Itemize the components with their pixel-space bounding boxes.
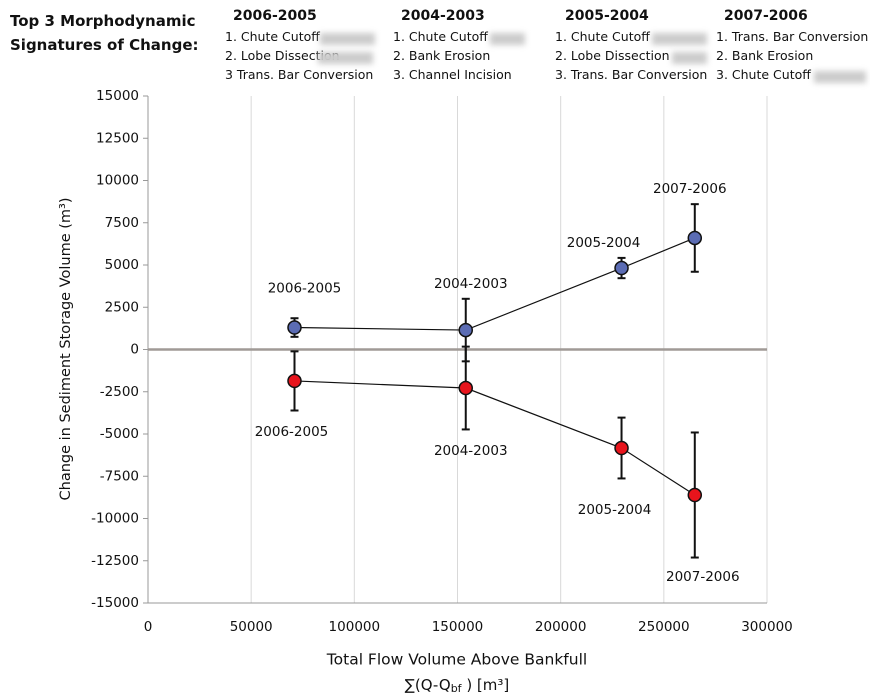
data-point — [287, 320, 302, 335]
x-tick-label: 50000 — [230, 619, 273, 635]
y-tick-label: -7500 — [100, 468, 139, 484]
y-tick-label: 0 — [130, 342, 139, 358]
header-column: 2007-2006 1. Trans. Bar Conversion 2. Ba… — [716, 7, 870, 84]
y-tick-label: -5000 — [100, 426, 139, 442]
x-tick-label: 150000 — [432, 619, 484, 635]
column-heading: 2005-2004 — [565, 8, 649, 24]
point-label: 2006-2005 — [268, 281, 342, 297]
x-tick-label: 300000 — [741, 619, 793, 635]
header-column: 2006-2005 1. Chute Cutoff 2. Lobe Dissec… — [225, 7, 383, 84]
x-axis-label: ∑(Q-Qbf ) [m³] — [405, 676, 510, 696]
y-tick-label: 7500 — [105, 215, 139, 231]
header-title: Signatures of Change: — [10, 36, 199, 54]
y-tick-label: 5000 — [105, 257, 139, 273]
x-axis-label: Total Flow Volume Above Bankfull — [326, 651, 587, 669]
point-label: 2006-2005 — [255, 424, 329, 440]
data-point — [458, 322, 474, 338]
y-tick-label: -12500 — [91, 553, 139, 569]
x-tick-label: 0 — [144, 619, 153, 635]
column-item: 1. Chute Cutoff — [225, 29, 320, 44]
y-tick-label: -2500 — [100, 384, 139, 400]
header-column: 2005-2004 1. Chute Cutoff 2. Lobe Dissec… — [555, 7, 715, 84]
point-label: 2007-2006 — [666, 569, 740, 585]
data-point — [687, 230, 703, 246]
y-tick-label: -10000 — [91, 511, 139, 527]
header-title: Top 3 Morphodynamic — [10, 12, 196, 30]
point-label: 2007-2006 — [653, 181, 727, 197]
y-tick-label: 12500 — [96, 130, 139, 146]
y-tick-label: 15000 — [96, 88, 139, 104]
series-line — [294, 380, 696, 496]
x-tick-label: 100000 — [329, 619, 381, 635]
column-heading: 2004-2003 — [401, 8, 485, 24]
point-label: 2005-2004 — [567, 235, 641, 251]
x-tick-label: 250000 — [638, 619, 690, 635]
column-item: 2. Bank Erosion — [393, 48, 491, 63]
column-item: 1. Chute Cutoff — [555, 29, 650, 44]
column-item: 3. Channel Incision — [393, 67, 512, 82]
redaction — [490, 33, 525, 45]
series-line — [294, 237, 696, 331]
redaction — [814, 71, 866, 83]
column-item: 3. Chute Cutoff — [716, 67, 811, 82]
column-item: 3. Trans. Bar Conversion — [555, 67, 708, 82]
point-label: 2004-2003 — [434, 276, 508, 292]
point-label: 2004-2003 — [434, 443, 508, 459]
column-item: 2. Lobe Dissection — [225, 48, 340, 63]
x-label-part: ) [m³] — [462, 676, 510, 694]
data-point — [614, 440, 629, 456]
y-tick-label: -15000 — [91, 595, 139, 611]
column-item: 2. Bank Erosion — [716, 48, 814, 63]
column-item: 1. Chute Cutoff — [393, 29, 488, 44]
x-tick-label: 200000 — [535, 619, 587, 635]
data-point — [287, 373, 302, 389]
y-axis-label: Change in Sediment Storage Volume (m³) — [58, 198, 74, 501]
y-tick-label: 10000 — [96, 173, 139, 189]
redaction — [318, 52, 373, 64]
column-item: 2. Lobe Dissection — [555, 48, 670, 63]
redaction — [652, 33, 707, 45]
data-point — [458, 380, 474, 396]
header-column: 2004-2003 1. Chute Cutoff 2. Bank Erosio… — [393, 7, 551, 84]
redaction — [672, 52, 707, 64]
x-label-part: ∑(Q-Q — [405, 676, 451, 694]
data-point — [687, 487, 703, 503]
column-item: 3 Trans. Bar Conversion — [225, 67, 374, 82]
column-heading: 2007-2006 — [724, 8, 808, 24]
point-label: 2005-2004 — [578, 502, 652, 518]
redaction — [320, 33, 375, 45]
x-label-part: bf — [451, 682, 463, 695]
data-point — [614, 260, 629, 276]
y-tick-label: 2500 — [105, 299, 139, 315]
column-heading: 2006-2005 — [233, 8, 317, 24]
column-item: 1. Trans. Bar Conversion — [716, 29, 869, 44]
